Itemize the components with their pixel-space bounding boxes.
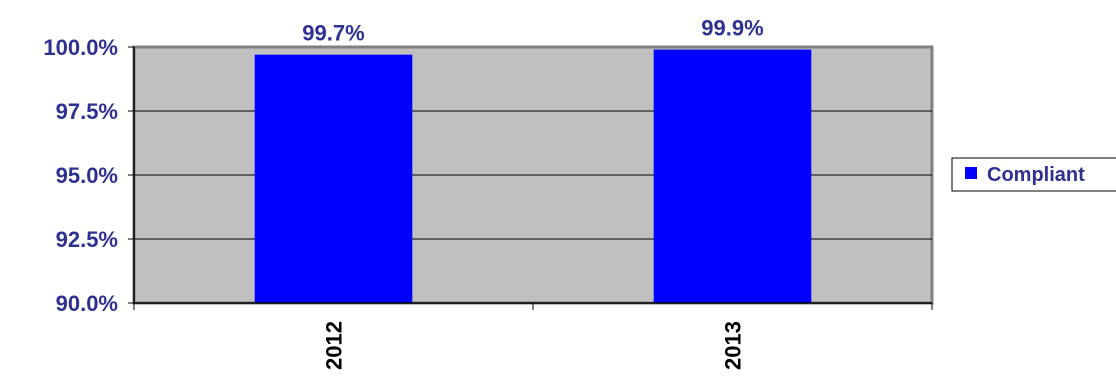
- x-tick-label-2013: 2013: [721, 321, 746, 370]
- y-tick-labels: 90.0% 92.5% 95.0% 97.5% 100.0%: [43, 35, 118, 316]
- bar-2012: [254, 54, 413, 304]
- legend-box: [951, 157, 1116, 192]
- data-label-2012: 99.7%: [302, 21, 364, 46]
- bars: [254, 49, 812, 304]
- y-tick-label: 90.0%: [56, 291, 118, 316]
- legend-swatch: [965, 167, 977, 179]
- legend-label: Compliant: [987, 164, 1085, 186]
- y-tick-label: 100.0%: [43, 35, 118, 60]
- data-labels: 99.7% 99.9%: [302, 16, 763, 46]
- x-tick-label-2012: 2012: [322, 321, 347, 370]
- axes: [128, 46, 933, 310]
- bar-2013: [653, 49, 812, 304]
- y-tick-label: 97.5%: [56, 99, 118, 124]
- data-label-2013: 99.9%: [701, 16, 763, 41]
- y-tick-label: 95.0%: [56, 163, 118, 188]
- x-tick-labels: 2012 2013: [322, 321, 746, 370]
- legend: Compliant: [951, 157, 1116, 192]
- y-tick-label: 92.5%: [56, 227, 118, 252]
